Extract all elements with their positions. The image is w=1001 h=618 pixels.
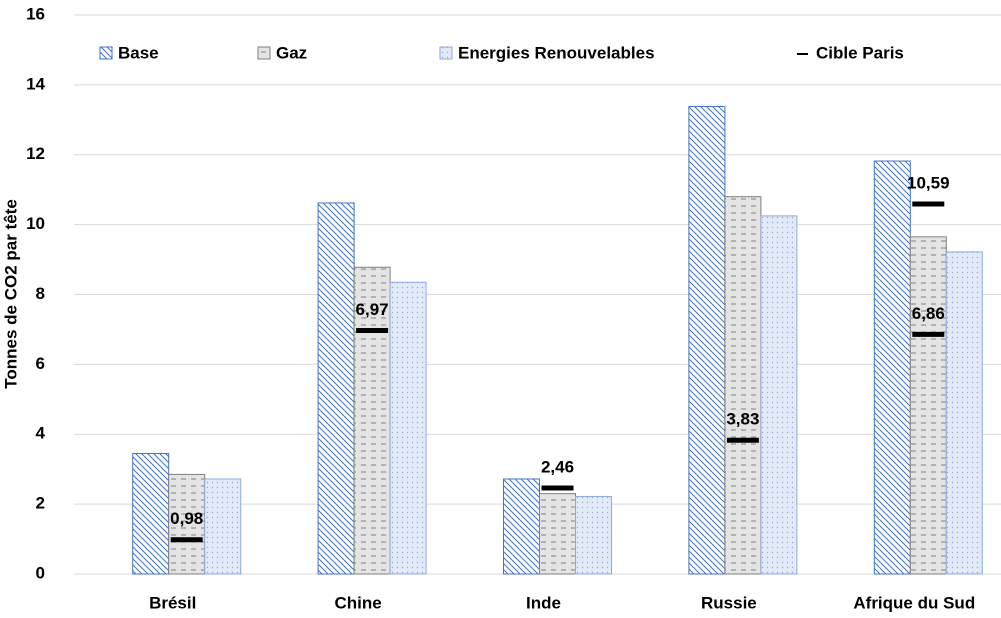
bar [873, 160, 911, 575]
bar [539, 493, 576, 575]
y-tick-label: 2 [36, 494, 45, 513]
data-label: 0,98 [170, 509, 203, 528]
legend-swatch [257, 46, 271, 60]
data-label: 3,83 [726, 410, 759, 429]
y-tick-label: 4 [36, 424, 46, 443]
bar [945, 251, 983, 575]
y-tick-label: 10 [26, 214, 45, 233]
x-tick-label: Brésil [149, 593, 196, 612]
legend-label: Gaz [276, 43, 307, 62]
x-tick-label: Russie [701, 593, 757, 612]
legend-label: Cible Paris [816, 43, 904, 62]
y-tick-label: 0 [36, 563, 45, 582]
bar [317, 202, 355, 575]
bar [389, 281, 427, 575]
bar [760, 215, 798, 575]
bar [575, 495, 612, 575]
bar [132, 452, 170, 575]
bar [204, 478, 242, 575]
data-label: 2,46 [541, 458, 574, 477]
data-label: 6,97 [356, 300, 389, 319]
legend-label: Base [118, 43, 159, 62]
bar [353, 266, 391, 575]
y-axis-label: Tonnes de CO2 par tête [1, 199, 20, 389]
y-tick-label: 8 [36, 284, 45, 303]
bar [724, 196, 762, 575]
x-tick-label: Afrique du Sud [853, 593, 975, 612]
y-tick-label: 14 [26, 74, 45, 93]
bar [688, 106, 726, 575]
legend-label: Energies Renouvelables [458, 43, 655, 62]
x-tick-label: Chine [334, 593, 381, 612]
bar [909, 236, 947, 575]
data-label: 6,86 [912, 304, 945, 323]
legend-swatch [439, 46, 453, 60]
y-tick-label: 12 [26, 144, 45, 163]
y-tick-label: 6 [36, 354, 45, 373]
y-tick-label: 16 [26, 4, 45, 23]
bar [503, 478, 540, 575]
data-label: 10,59 [907, 173, 950, 192]
x-tick-label: Inde [526, 593, 561, 612]
legend-swatch [99, 46, 113, 60]
